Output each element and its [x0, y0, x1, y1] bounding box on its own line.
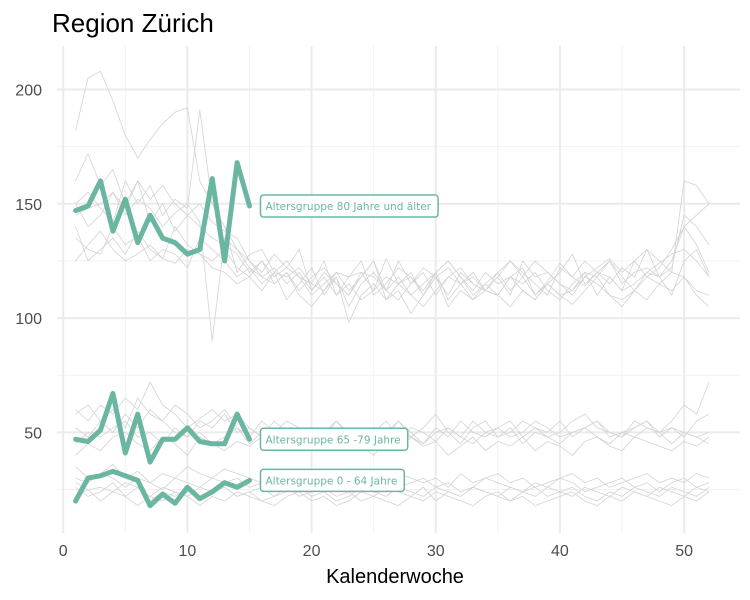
axis-ticks: 0 10 20 30 40 50 50 100 150 200: [15, 82, 693, 560]
series-label-box: [259, 468, 406, 493]
y-tick-label: 150: [15, 197, 42, 214]
x-axis-label: Kalenderwoche: [326, 566, 464, 588]
x-tick-label: 50: [675, 543, 693, 560]
highlight-series-line: [73, 160, 252, 264]
y-tick-label: 200: [15, 82, 42, 99]
background-series-line: [75, 191, 710, 342]
background-series-line: [75, 226, 710, 301]
highlight-series-line: [73, 391, 252, 465]
series-label: Altersgruppe 0 - 64 Jahre: [259, 468, 406, 493]
background-series-line: [75, 153, 710, 301]
chart-title: Region Zürich: [52, 8, 214, 38]
grid: [57, 46, 740, 533]
highlight-series-line: [73, 468, 252, 509]
y-tick-label: 100: [15, 311, 42, 328]
series-label: Altersgruppe 65 -79 Jahre: [259, 427, 409, 452]
background-series-line: [75, 214, 710, 296]
series-label-box: [259, 194, 439, 218]
background-series-line: [75, 70, 710, 296]
x-tick-label: 30: [427, 543, 445, 560]
x-tick-label: 0: [59, 543, 68, 560]
series-label-text: Altersgruppe 65 -79 Jahre: [265, 434, 400, 446]
series-label-text: Altersgruppe 80 Jahre und älter: [265, 201, 431, 213]
highlight-series: [73, 160, 252, 509]
series-label-text: Altersgruppe 0 - 64 Jahre: [265, 475, 397, 487]
series-label-box: [259, 427, 409, 452]
y-tick-label: 50: [24, 425, 42, 442]
series-label: Altersgruppe 80 Jahre und älter: [259, 194, 439, 218]
x-tick-label: 10: [178, 543, 196, 560]
x-tick-label: 20: [303, 543, 321, 560]
background-series-line: [75, 109, 710, 308]
background-series-line: [75, 381, 710, 445]
series-labels: Altersgruppe 80 Jahre und älter Altersgru…: [259, 194, 439, 493]
x-tick-label: 40: [551, 543, 569, 560]
